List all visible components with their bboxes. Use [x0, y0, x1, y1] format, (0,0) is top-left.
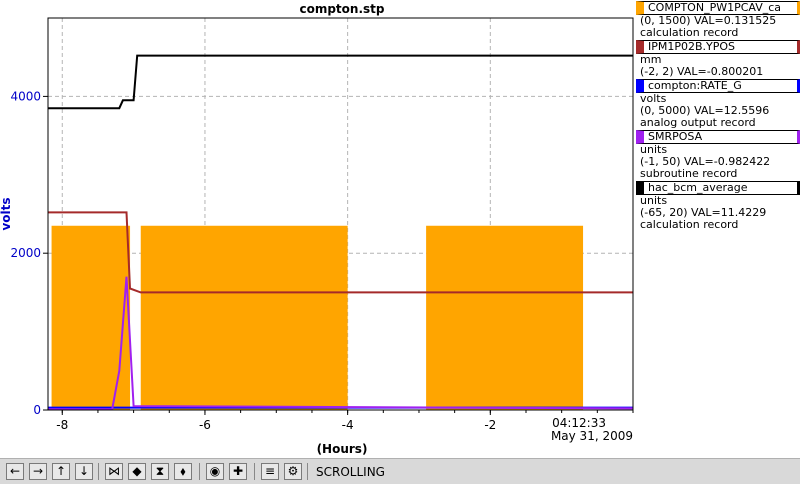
- legend-range: (0, 1500) VAL=0.131525: [640, 14, 777, 27]
- zoom-out-y-button[interactable]: ⬧: [174, 463, 192, 480]
- legend-series-name: COMPTON_PW1PCAV_ca: [636, 1, 800, 15]
- toolbar-separator: [98, 463, 99, 480]
- legend-record: analog output record: [640, 116, 756, 129]
- zoom-in-x-icon: ⋈: [108, 464, 120, 478]
- date-label: May 31, 2009: [551, 429, 633, 443]
- crosshair-button[interactable]: ✚: [229, 463, 247, 480]
- y-tick-label: 2000: [10, 246, 41, 260]
- config-icon: ⚙: [287, 464, 299, 478]
- zoom-in-y-button[interactable]: ⧗: [151, 463, 169, 480]
- scroll-left-icon: ←: [9, 464, 21, 478]
- chart-title: compton.stp: [299, 2, 384, 16]
- legend-range: (0, 5000) VAL=12.5596: [640, 104, 770, 117]
- legend-unit: volts: [640, 92, 667, 105]
- legend-entry[interactable]: SMRPOSA units (-1, 50) VAL=-0.982422 subrou…: [636, 130, 800, 180]
- toolbar-separator: [307, 463, 308, 480]
- series-hac-bcm-average: [48, 54, 633, 110]
- legend-range: (-65, 20) VAL=11.4229: [640, 206, 767, 219]
- legend-unit: mm: [640, 53, 662, 66]
- timestamp-label: 04:12:33: [552, 416, 606, 430]
- scrolling-status: SCROLLING: [316, 465, 385, 479]
- series-segment: [426, 225, 584, 410]
- legend-series-name: hac_bcm_average: [636, 181, 800, 195]
- toolbar-separator: [199, 463, 200, 480]
- zoom-out-x-icon: ◆: [132, 464, 142, 478]
- legend-unit: units: [640, 194, 668, 207]
- scroll-down-button[interactable]: ↓: [75, 463, 93, 480]
- series-ipm1p02b-ypos: [48, 211, 633, 294]
- toggle-scrolling-icon: ≡: [264, 464, 276, 478]
- scroll-down-icon: ↓: [78, 464, 90, 478]
- legend-entry[interactable]: compton:RATE_G volts (0, 5000) VAL=12.5596…: [636, 79, 800, 129]
- scroll-left-button[interactable]: ←: [6, 463, 24, 480]
- series-smrposa: [48, 276, 634, 411]
- legend-series-name: IPM1P02B.YPOS: [636, 40, 800, 54]
- crosshair-icon: ✚: [232, 464, 244, 478]
- series-compton-pw1pcav-ca: [51, 225, 584, 410]
- grid: [48, 18, 633, 410]
- legend-range: (-1, 50) VAL=-0.982422: [640, 155, 771, 168]
- scroll-right-button[interactable]: →: [29, 463, 47, 480]
- legend-record: calculation record: [640, 26, 739, 39]
- series-layer: [48, 54, 634, 411]
- scroll-up-button[interactable]: ↑: [52, 463, 70, 480]
- legend-entry[interactable]: IPM1P02B.YPOS mm (-2, 2) VAL=-0.800201: [636, 40, 800, 78]
- chart[interactable]: compton.stp -8 -6 -4 -2 0 2000 4000 volts (Hou…: [0, 0, 636, 458]
- scroll-up-icon: ↑: [55, 464, 67, 478]
- legend-entry[interactable]: COMPTON_PW1PCAV_ca (0, 1500) VAL=0.131525…: [636, 1, 800, 39]
- legend-entry[interactable]: hac_bcm_average units (-65, 20) VAL=11.422…: [636, 181, 800, 231]
- x-tick-label: -4: [342, 418, 354, 432]
- config-button[interactable]: ⚙: [284, 463, 302, 480]
- y-tick-label: 0: [33, 403, 41, 417]
- legend-series-name: SMRPOSA: [636, 130, 800, 144]
- legend-series-name: compton:RATE_G: [636, 79, 800, 93]
- zoom-out-y-icon: ⬧: [180, 464, 186, 478]
- x-tick-label: -8: [56, 418, 68, 432]
- zoom-out-x-button[interactable]: ◆: [128, 463, 146, 480]
- toggle-scrolling-button[interactable]: ≡: [261, 463, 279, 480]
- scroll-right-icon: →: [32, 464, 44, 478]
- series-segment: [51, 225, 131, 410]
- legend: COMPTON_PW1PCAV_ca (0, 1500) VAL=0.131525…: [636, 0, 800, 231]
- y-axis-label: volts: [0, 197, 13, 230]
- zoom-in-x-button[interactable]: ⋈: [105, 463, 123, 480]
- legend-unit: units: [640, 143, 668, 156]
- x-tick-label: -2: [484, 418, 496, 432]
- axes: -8 -6 -4 -2 0 2000 4000: [10, 89, 634, 432]
- y-tick-label: 4000: [10, 89, 41, 103]
- series-segment: [140, 225, 348, 410]
- toolbar: SCROLLING ← → ↑ ↓ ⋈ ◆ ⧗ ⬧ ◉ ✚ ≡ ⚙: [0, 458, 800, 484]
- toolbar-separator: [254, 463, 255, 480]
- autoscale-button[interactable]: ◉: [206, 463, 224, 480]
- legend-range: (-2, 2) VAL=-0.800201: [640, 65, 764, 78]
- legend-record: calculation record: [640, 218, 739, 231]
- autoscale-icon: ◉: [209, 464, 221, 478]
- zoom-in-y-icon: ⧗: [155, 464, 165, 478]
- x-axis-label: (Hours): [317, 442, 368, 456]
- plot-frame: [47, 17, 634, 411]
- x-tick-label: -6: [199, 418, 211, 432]
- legend-record: subroutine record: [640, 167, 738, 180]
